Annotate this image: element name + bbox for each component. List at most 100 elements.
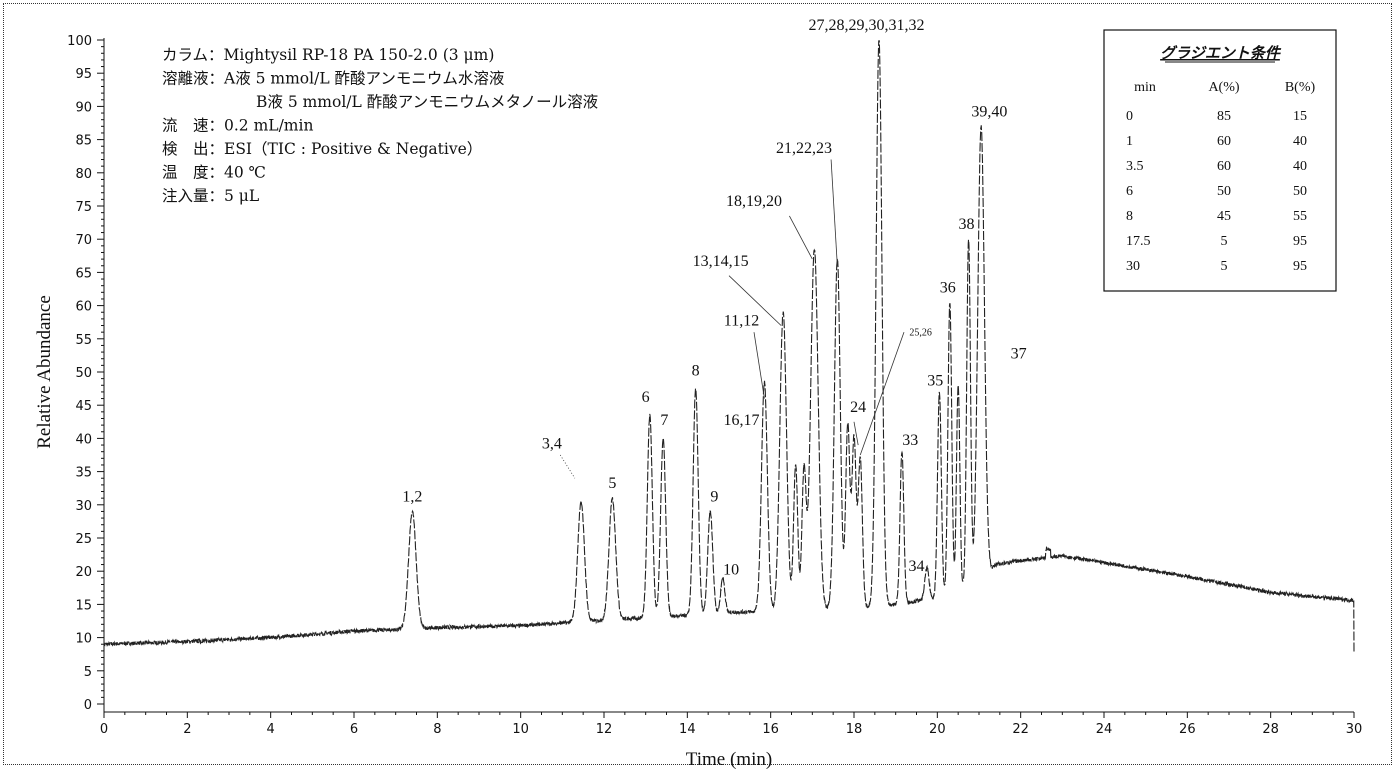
gradient-header: min	[1134, 80, 1156, 95]
gradient-cell: 45	[1217, 209, 1231, 224]
y-tick-label: 65	[75, 266, 92, 281]
peak-label: 7	[660, 412, 668, 429]
x-tick-label: 28	[1262, 722, 1279, 737]
gradient-cell: 5	[1221, 259, 1228, 274]
y-tick-label: 5	[84, 665, 92, 680]
x-axis-title: Time (min)	[686, 749, 772, 769]
y-tick-label: 50	[75, 366, 92, 381]
x-tick-label: 0	[100, 722, 108, 737]
peak-label: 35	[927, 372, 943, 389]
x-tick-label: 10	[512, 722, 529, 737]
peak-labels: 1,2 3,4 5 67 8 9 10 11,12 13,14,15 16,17 18,19,20 2…	[402, 17, 1026, 578]
gradient-cell: 50	[1293, 184, 1307, 199]
gradient-cell: 55	[1293, 209, 1307, 224]
leader-line	[853, 421, 859, 446]
y-axis-title: Relative Abundance	[34, 295, 55, 449]
y-tick-label: 95	[75, 67, 92, 82]
y-tick-label: 40	[75, 432, 92, 447]
trace-layer	[103, 40, 1355, 653]
tic-trace	[103, 40, 1355, 653]
leader-line	[830, 159, 838, 266]
leader-line	[789, 215, 813, 260]
y-tick-label: 55	[75, 333, 92, 348]
condition-line: 注入量：5 μL	[162, 187, 259, 205]
gradient-cell: 6	[1126, 184, 1133, 199]
y-tick-label: 30	[75, 499, 92, 514]
y-tick-label: 25	[75, 532, 92, 547]
gradient-table-border	[1103, 29, 1337, 292]
y-tick-label: 80	[75, 167, 92, 182]
gradient-cell: 0	[1126, 109, 1133, 124]
condition-line: 流 速：0.2 mL/min	[162, 117, 313, 135]
leader-line	[753, 332, 765, 399]
gradient-cell: 15	[1293, 109, 1307, 124]
gradient-cell: 5	[1221, 234, 1228, 249]
peak-label: 6	[642, 389, 650, 406]
y-tick-label: 15	[75, 598, 92, 613]
gradient-cell: 40	[1293, 134, 1307, 149]
gradient-cell: 60	[1217, 134, 1231, 149]
peak-label: 37	[1011, 346, 1027, 363]
x-tick-label: 6	[350, 722, 358, 737]
y-tick-label: 60	[75, 300, 92, 315]
peak-label: 10	[723, 562, 739, 579]
gradient-cell: 3.5	[1126, 159, 1144, 174]
peak-label: 1,2	[402, 488, 422, 505]
peak-label: 13,14,15	[693, 253, 749, 270]
gradient-cell: 50	[1217, 184, 1231, 199]
y-tick-label: 100	[67, 34, 92, 49]
gradient-cell: 85	[1217, 109, 1231, 124]
chart-frame	[3, 3, 1392, 765]
gradient-table-title: グラジエント条件	[1160, 44, 1282, 62]
gradient-header: B(%)	[1285, 80, 1316, 95]
gradient-cell: 40	[1293, 159, 1307, 174]
peak-label: 8	[692, 362, 700, 379]
y-tick-label: 10	[75, 632, 92, 647]
peak-label: 25,26	[909, 327, 932, 338]
peak-label: 9	[710, 488, 718, 505]
conditions-block: カラム：Mightysil RP-18 PA 150-2.0 (3 μm) 溶離液…	[162, 46, 598, 205]
peak-label: 38	[959, 216, 975, 233]
x-tick-label: 20	[929, 722, 946, 737]
y-tick-label: 0	[84, 698, 92, 713]
leader-line	[559, 454, 576, 479]
x-tick-label: 4	[267, 722, 275, 737]
x-tick-label: 22	[1012, 722, 1029, 737]
peak-label: 36	[940, 279, 956, 296]
axes: 0 2 4 6 8 10 12 14 16 18 20 22 24 26 28 30 051015202530…	[67, 34, 1362, 737]
x-tick-label: 18	[846, 722, 863, 737]
gradient-cell: 60	[1217, 159, 1231, 174]
x-tick-label: 8	[433, 722, 441, 737]
gradient-cell: 30	[1126, 259, 1140, 274]
y-tick-label: 70	[75, 233, 92, 248]
y-tick-label: 85	[75, 134, 92, 149]
x-ticks: 0 2 4 6 8 10 12 14 16 18 20 22 24 26 28 30	[100, 712, 1362, 737]
peak-label: 16,17	[724, 412, 760, 429]
condition-line: B液 5 mmol/L 酢酸アンモニウムメタノール溶液	[256, 93, 598, 111]
x-tick-label: 12	[596, 722, 613, 737]
y-tick-label: 20	[75, 565, 92, 580]
y-tick-label: 75	[75, 200, 92, 215]
condition-line: 温 度：40 ℃	[162, 164, 266, 182]
y-tick-label: 90	[75, 100, 92, 115]
y-tick-label: 45	[75, 399, 92, 414]
peak-label: 34	[909, 558, 925, 575]
x-tick-label: 26	[1179, 722, 1196, 737]
gradient-header: A(%)	[1208, 80, 1239, 95]
y-ticks: 0 5 10 15 20 25 30 35 40 45 50 55 60 65 70 75 80 85 90 95 10…	[67, 34, 104, 713]
peak-label: 27,28,29,30,31,32	[809, 17, 925, 34]
peak-label: 11,12	[724, 313, 759, 330]
y-tick-label: 35	[75, 466, 92, 481]
leader-lines	[559, 159, 905, 479]
peak-label: 39,40	[971, 103, 1007, 120]
peak-label: 33	[902, 432, 918, 449]
gradient-cell: 95	[1293, 234, 1307, 249]
peak-label: 3,4	[542, 435, 562, 452]
peak-label: 5	[608, 475, 616, 492]
gradient-cell: 95	[1293, 259, 1307, 274]
leader-line	[728, 275, 782, 326]
gradient-cell: 8	[1126, 209, 1133, 224]
condition-line: 検 出：ESI（TIC : Positive & Negative）	[162, 140, 482, 158]
